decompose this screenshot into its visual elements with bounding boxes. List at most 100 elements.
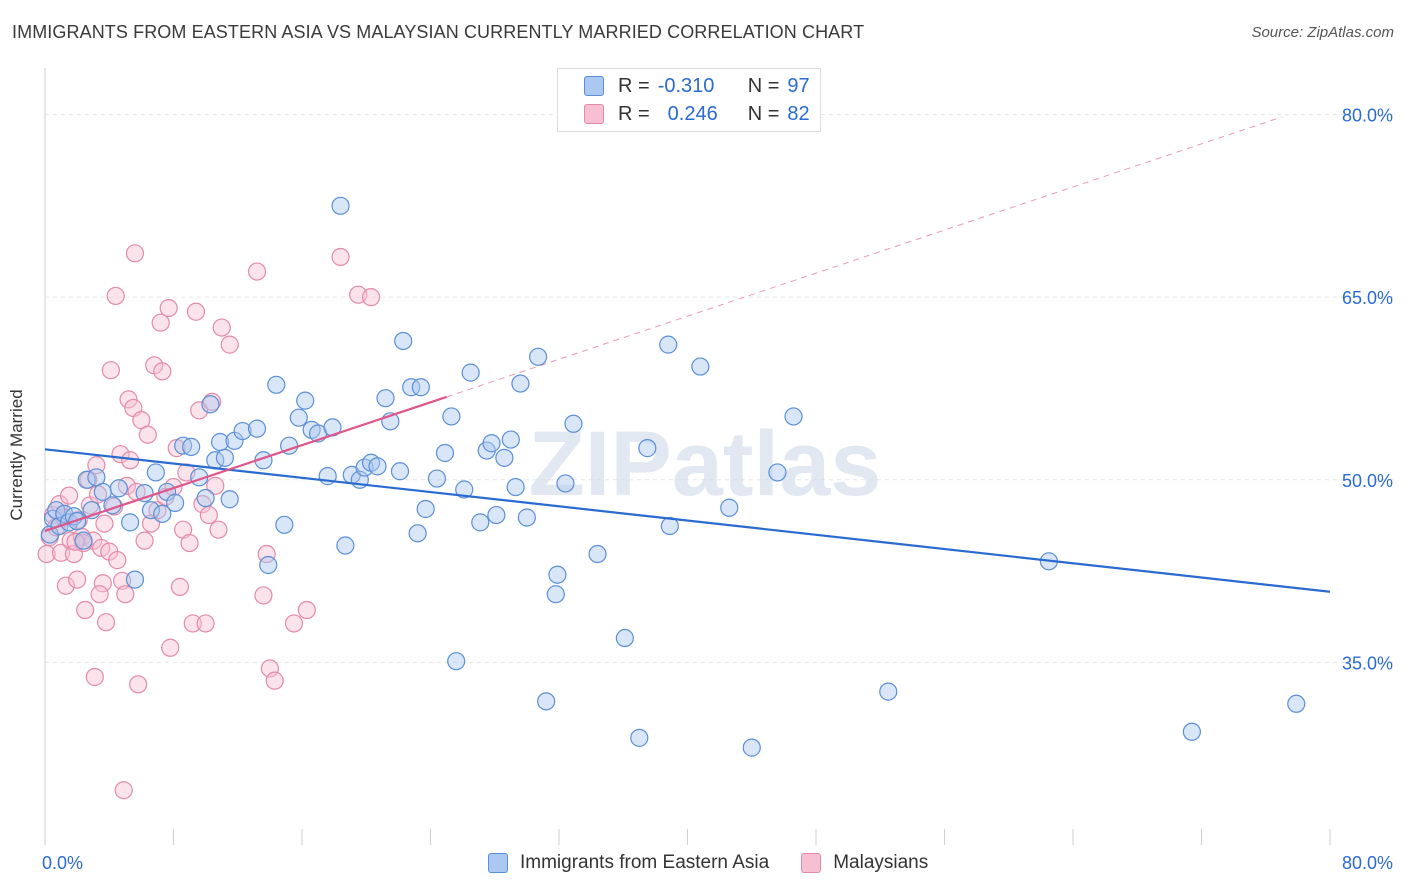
eastern-asia-point [416, 499, 435, 519]
eastern-asia-point [511, 374, 530, 393]
legend-label: Malaysians [833, 852, 929, 873]
legend-row-eastern-asia: R = -0.310 N = 97 [558, 72, 810, 100]
legend-item-eastern-asia[interactable]: Immigrants from Eastern Asia [488, 852, 769, 874]
malaysians-point [186, 302, 206, 321]
eastern-asia-point [691, 357, 710, 376]
malaysians-point [209, 520, 228, 539]
eastern-asia-point [74, 531, 93, 550]
eastern-asia-point [517, 508, 536, 527]
legend-r-label: R = [618, 102, 650, 125]
eastern-asia-point [442, 407, 461, 426]
legend-r-value: 0.246 [667, 102, 718, 125]
malaysians-point [180, 533, 199, 553]
malaysians-point [108, 551, 127, 570]
malaysians-point [170, 577, 190, 596]
malaysians-point [138, 425, 157, 444]
malaysians-point [265, 671, 284, 690]
malaysians-point [112, 571, 132, 590]
malaysians-point [297, 600, 316, 620]
legend-label: Immigrants from Eastern Asia [520, 852, 770, 873]
eastern-asia-point [529, 347, 548, 366]
trend-lines [44, 116, 1331, 593]
eastern-asia-point [768, 463, 787, 482]
eastern-asia-point [495, 448, 514, 467]
eastern-asia-point [427, 469, 447, 488]
x-tick-label-max: 80.0% [1342, 853, 1393, 873]
legend-n-label: N = [747, 102, 780, 125]
malaysians-trend-line [44, 395, 447, 532]
eastern-asia-point [275, 515, 294, 534]
eastern-asia-point [331, 196, 350, 215]
eastern-asia-point [141, 501, 161, 520]
eastern-asia-point [394, 331, 413, 351]
eastern-asia-point [411, 378, 430, 397]
eastern-asia-point [376, 389, 395, 408]
eastern-asia-point [196, 488, 215, 508]
eastern-asia-point [1182, 722, 1201, 741]
eastern-asia-point [201, 395, 220, 414]
eastern-asia-point [166, 493, 185, 512]
malaysians-point [247, 262, 267, 281]
malaysians-point [153, 362, 172, 381]
y-tick-label: 80.0% [1342, 106, 1393, 126]
eastern-asia-point [455, 480, 474, 499]
legend-swatch-pink [584, 104, 604, 124]
legend-r-label: R = [618, 74, 650, 97]
grid-lines [45, 114, 1395, 663]
eastern-asia-point [296, 391, 315, 410]
eastern-asia-point [487, 505, 506, 525]
eastern-asia-point [153, 504, 172, 523]
malaysians-point [183, 614, 202, 633]
eastern-asia-point [501, 430, 520, 449]
eastern-asia-point [638, 439, 657, 458]
eastern-asia-point [435, 443, 455, 463]
y-tick-label: 35.0% [1342, 653, 1393, 673]
legend-swatch-blue [488, 853, 508, 873]
tick-labels: 35.0% 50.0% 65.0% 80.0% 0.0% 80.0% [42, 106, 1393, 873]
malaysians-point [159, 299, 178, 318]
eastern-asia-point [125, 570, 145, 589]
eastern-asia-point [588, 544, 607, 564]
correlation-legend: R = -0.310 N = 97 R = 0.246 N = 82 [557, 68, 821, 132]
malaysians-point [161, 638, 180, 657]
eastern-asia-point [720, 498, 739, 517]
eastern-asia-point [615, 628, 634, 648]
eastern-asia-point [233, 421, 252, 441]
eastern-asia-point [659, 335, 678, 354]
legend-swatch-pink [801, 853, 822, 873]
eastern-asia-point [259, 555, 278, 575]
malaysians-point [93, 574, 112, 593]
malaysians-point [95, 514, 114, 533]
malaysians-point [331, 247, 350, 267]
malaysians-point [119, 390, 138, 409]
eastern-asia-point [548, 565, 567, 584]
eastern-asia-point [556, 474, 575, 493]
eastern-asia-point [220, 490, 239, 509]
eastern-asia-point [146, 463, 165, 482]
eastern-asia-point [879, 682, 898, 701]
eastern-asia-point [368, 457, 387, 476]
eastern-asia-trend-line [44, 448, 1331, 593]
eastern-asia-point [784, 407, 803, 426]
y-tick-label: 50.0% [1342, 471, 1393, 491]
y-axis-label: Currently Married [7, 389, 26, 521]
legend-row-malaysians: R = 0.246 N = 82 [558, 100, 810, 128]
malaysians-point [254, 586, 273, 605]
eastern-asia-point [267, 375, 286, 394]
malaysians-point [101, 361, 120, 380]
eastern-asia-point [461, 363, 480, 382]
malaysians-point [151, 313, 170, 332]
eastern-asia-point [447, 652, 466, 671]
watermark: ZIPatlas [529, 413, 882, 515]
malaysians-points [37, 244, 381, 800]
legend-n-value: 82 [787, 102, 810, 125]
malaysians-point [96, 613, 116, 632]
eastern-asia-point [471, 513, 490, 532]
malaysians-point [190, 401, 209, 420]
legend-item-malaysians[interactable]: Malaysians [801, 852, 928, 874]
eastern-asia-point [215, 448, 234, 467]
axes [44, 68, 1331, 845]
x-tick-label-min: 0.0% [42, 853, 83, 873]
y-tick-label: 65.0% [1342, 288, 1393, 308]
